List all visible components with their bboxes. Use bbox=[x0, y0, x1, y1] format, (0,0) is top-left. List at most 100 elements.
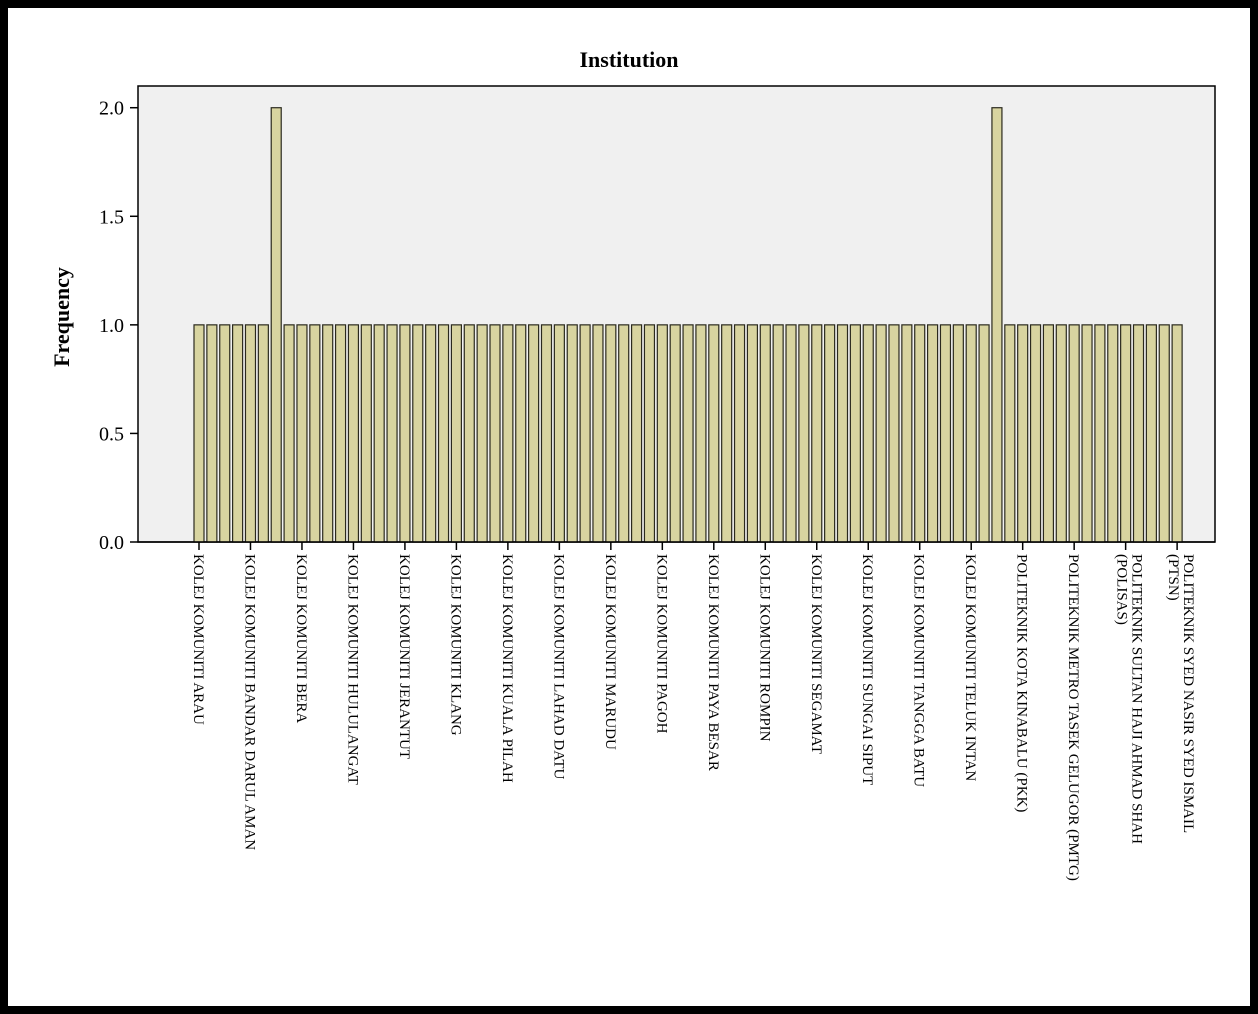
bar bbox=[257, 324, 269, 543]
x-tick-label: POLITEKNIK SYED NASIR SYED ISMAIL(PTSN) bbox=[1165, 554, 1196, 833]
bar bbox=[566, 324, 578, 543]
bar bbox=[502, 324, 514, 543]
bar bbox=[334, 324, 347, 543]
bar bbox=[695, 324, 707, 543]
bar bbox=[991, 107, 1003, 543]
bar bbox=[1120, 324, 1132, 543]
bar bbox=[437, 324, 450, 543]
x-tick-label-line: POLITEKNIK SULTAN HAJI AHMAD SHAH bbox=[1129, 554, 1145, 844]
bar bbox=[952, 324, 964, 543]
bar bbox=[746, 324, 759, 543]
bar bbox=[656, 324, 668, 543]
y-tick-label: 1.5 bbox=[99, 206, 124, 228]
bar bbox=[914, 324, 926, 543]
x-tick-label: KOLEJ KOMUNITI TANGGA BATU bbox=[911, 554, 927, 787]
bar bbox=[463, 324, 475, 543]
bar bbox=[824, 324, 836, 543]
x-tick-label: KOLEJ KOMUNITI TELUK INTAN bbox=[962, 554, 978, 781]
bar bbox=[965, 324, 977, 543]
x-tick-label: KOLEJ KOMUNITI BANDAR DARUL AMAN bbox=[241, 554, 257, 850]
bar bbox=[811, 324, 823, 543]
y-tick-label: 1.0 bbox=[99, 315, 124, 337]
bar bbox=[1068, 324, 1080, 543]
bar bbox=[283, 324, 295, 543]
x-tick-label: KOLEJ KOMUNITI SEGAMAT bbox=[808, 554, 824, 754]
x-tick-label: POLITEKNIK METRO TASEK GELUGOR (PMTG) bbox=[1065, 554, 1081, 881]
x-tick-label: KOLEJ KOMUNITI ARAU bbox=[190, 554, 206, 725]
bar bbox=[515, 324, 527, 543]
x-tick-label-line: (POLISAS) bbox=[1114, 554, 1130, 625]
bar bbox=[978, 324, 990, 543]
bar bbox=[798, 324, 810, 543]
bar bbox=[772, 324, 784, 543]
bar bbox=[1004, 324, 1016, 543]
bar bbox=[643, 324, 656, 543]
bar bbox=[1107, 324, 1119, 543]
bar bbox=[1145, 324, 1157, 543]
bar bbox=[347, 324, 360, 543]
x-tick-label: KOLEJ KOMUNITI JERANTUT bbox=[396, 554, 412, 759]
bar bbox=[1042, 324, 1055, 543]
bar bbox=[862, 324, 874, 543]
bar bbox=[386, 324, 398, 543]
x-tick-label: KOLEJ KOMUNITI ROMPIN bbox=[756, 554, 772, 742]
bar bbox=[579, 324, 591, 543]
bar bbox=[412, 324, 424, 543]
bar bbox=[630, 324, 643, 543]
x-tick-label: KOLEJ KOMUNITI LAHAD DATU bbox=[550, 554, 566, 780]
x-tick-label: KOLEJ KOMUNITI KLANG bbox=[447, 554, 463, 736]
bar bbox=[1132, 324, 1145, 543]
bar bbox=[296, 324, 308, 543]
bar bbox=[1029, 324, 1042, 543]
plot-area: 0.0 0.5 1.0 1.5 2.0 KOLEJ KOMUNITI ARAU KOLEJ … bbox=[99, 85, 1216, 881]
bar bbox=[1017, 324, 1029, 543]
x-tick-label: POLITEKNIK SULTAN HAJI AHMAD SHAH(POLISA… bbox=[1114, 554, 1145, 844]
bar bbox=[540, 324, 553, 543]
bar bbox=[875, 324, 887, 543]
bar bbox=[836, 324, 849, 543]
x-tick-label-line: POLITEKNIK SYED NASIR SYED ISMAIL bbox=[1180, 554, 1196, 833]
bar bbox=[1171, 324, 1183, 543]
bar bbox=[926, 324, 939, 543]
bar bbox=[1055, 324, 1067, 543]
bar bbox=[888, 324, 900, 543]
chart-title: Institution bbox=[579, 47, 678, 72]
bar bbox=[901, 324, 913, 543]
x-tick-label: KOLEJ KOMUNITI MARUDU bbox=[602, 554, 618, 750]
x-tick-label: KOLEJ KOMUNITI SUNGAI SIPUT bbox=[859, 554, 875, 785]
bar bbox=[618, 324, 630, 543]
x-tick-label: POLITEKNIK KOTA KINABALU (PKK) bbox=[1014, 554, 1030, 812]
bar bbox=[721, 324, 733, 543]
bar bbox=[733, 324, 746, 543]
x-tick-label-line: (PTSN) bbox=[1165, 554, 1181, 601]
bar bbox=[1094, 324, 1106, 543]
bar bbox=[849, 324, 861, 543]
bar bbox=[193, 324, 205, 543]
bar bbox=[553, 324, 565, 543]
y-tick-label: 2.0 bbox=[99, 98, 124, 120]
y-tick-label: 0.5 bbox=[99, 423, 124, 445]
bar bbox=[232, 324, 244, 543]
bar bbox=[682, 324, 694, 543]
bar bbox=[1081, 324, 1093, 543]
bar bbox=[399, 324, 411, 543]
bar bbox=[669, 324, 681, 543]
x-tick-label: KOLEJ KOMUNITI KUALA PILAH bbox=[499, 554, 515, 783]
bar bbox=[206, 324, 218, 543]
y-tick-label: 0.0 bbox=[99, 532, 124, 554]
bar bbox=[1158, 324, 1170, 543]
bar bbox=[476, 324, 488, 543]
bar bbox=[528, 324, 540, 543]
x-tick-label: KOLEJ KOMUNITI BERA bbox=[293, 554, 309, 723]
bar bbox=[322, 324, 334, 543]
bar bbox=[489, 324, 501, 543]
x-tick-label: KOLEJ KOMUNITI PAYA BESAR bbox=[705, 554, 721, 771]
bar bbox=[708, 324, 720, 543]
x-tick-label: KOLEJ KOMUNITI HULULANGAT bbox=[344, 554, 360, 785]
bar bbox=[785, 324, 797, 543]
bar bbox=[360, 324, 372, 543]
bar bbox=[450, 324, 462, 543]
bar bbox=[373, 324, 385, 543]
bar bbox=[425, 324, 437, 543]
